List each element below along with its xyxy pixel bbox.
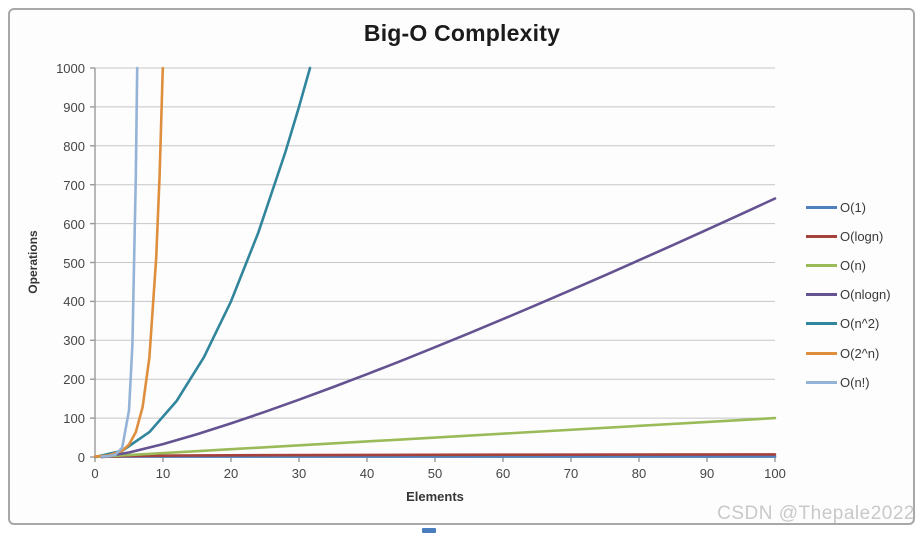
series-line-O(nlogn)	[100, 197, 777, 459]
legend-swatch	[806, 234, 837, 238]
legend-item: O(1)	[806, 199, 866, 215]
legend-label: O(1)	[840, 199, 866, 215]
legend-label: O(n)	[840, 257, 866, 273]
x-tick-label: 80	[631, 466, 647, 481]
x-tick-label: 10	[155, 466, 171, 481]
series-line-O(n!)	[100, 66, 139, 458]
x-tick-label: 30	[291, 466, 307, 481]
y-tick-label: 100	[63, 411, 85, 427]
legend-swatch	[806, 380, 837, 384]
x-tick-label: 40	[359, 466, 375, 481]
y-tick-label: 1000	[56, 61, 85, 76]
y-tick-label: 200	[63, 372, 85, 388]
legend-label: O(nlogn)	[840, 287, 891, 303]
y-tick-label: 0	[77, 450, 85, 465]
legend-label: O(n!)	[840, 374, 870, 390]
legend-swatch	[806, 205, 837, 209]
legend-swatch	[806, 351, 837, 355]
legend-label: O(n^2)	[840, 316, 880, 332]
y-tick-label: 800	[63, 138, 85, 154]
legend-item: O(n^2)	[806, 316, 880, 332]
x-tick-label: 70	[563, 466, 579, 481]
legend-swatch	[806, 293, 837, 297]
y-tick-label: 300	[63, 333, 85, 349]
y-tick-label: 900	[63, 99, 85, 115]
watermark-text: CSDN @Thepale2022	[717, 503, 915, 524]
x-tick-label: 20	[223, 466, 239, 481]
bottom-blue-artifact	[422, 528, 436, 533]
legend-swatch	[806, 263, 837, 267]
series-line-O(n)	[94, 416, 777, 459]
legend-item: O(nlogn)	[806, 287, 891, 303]
y-tick-label: 400	[63, 294, 85, 310]
legend-swatch	[806, 322, 837, 326]
legend-label: O(logn)	[840, 228, 884, 244]
legend-label: O(2^n)	[840, 345, 880, 361]
x-tick-label: 50	[427, 466, 443, 481]
x-axis-title: Elements	[406, 489, 464, 504]
series-curves	[94, 66, 777, 459]
y-tick-label: 500	[63, 255, 85, 271]
x-tick-label: 0	[91, 466, 99, 481]
legend-item: O(logn)	[806, 228, 884, 244]
series-line-O(n^2)	[94, 66, 312, 459]
x-tick-label: 60	[495, 466, 511, 481]
legend-item: O(n)	[806, 257, 866, 273]
y-tick-label: 700	[63, 177, 85, 193]
legend-item: O(n!)	[806, 374, 870, 390]
chart-title: Big-O Complexity	[363, 20, 561, 46]
x-tick-label: 90	[699, 466, 715, 481]
legend-item: O(2^n)	[806, 345, 880, 361]
x-tick-label: 100	[764, 466, 786, 481]
y-tick-label: 600	[63, 216, 85, 232]
